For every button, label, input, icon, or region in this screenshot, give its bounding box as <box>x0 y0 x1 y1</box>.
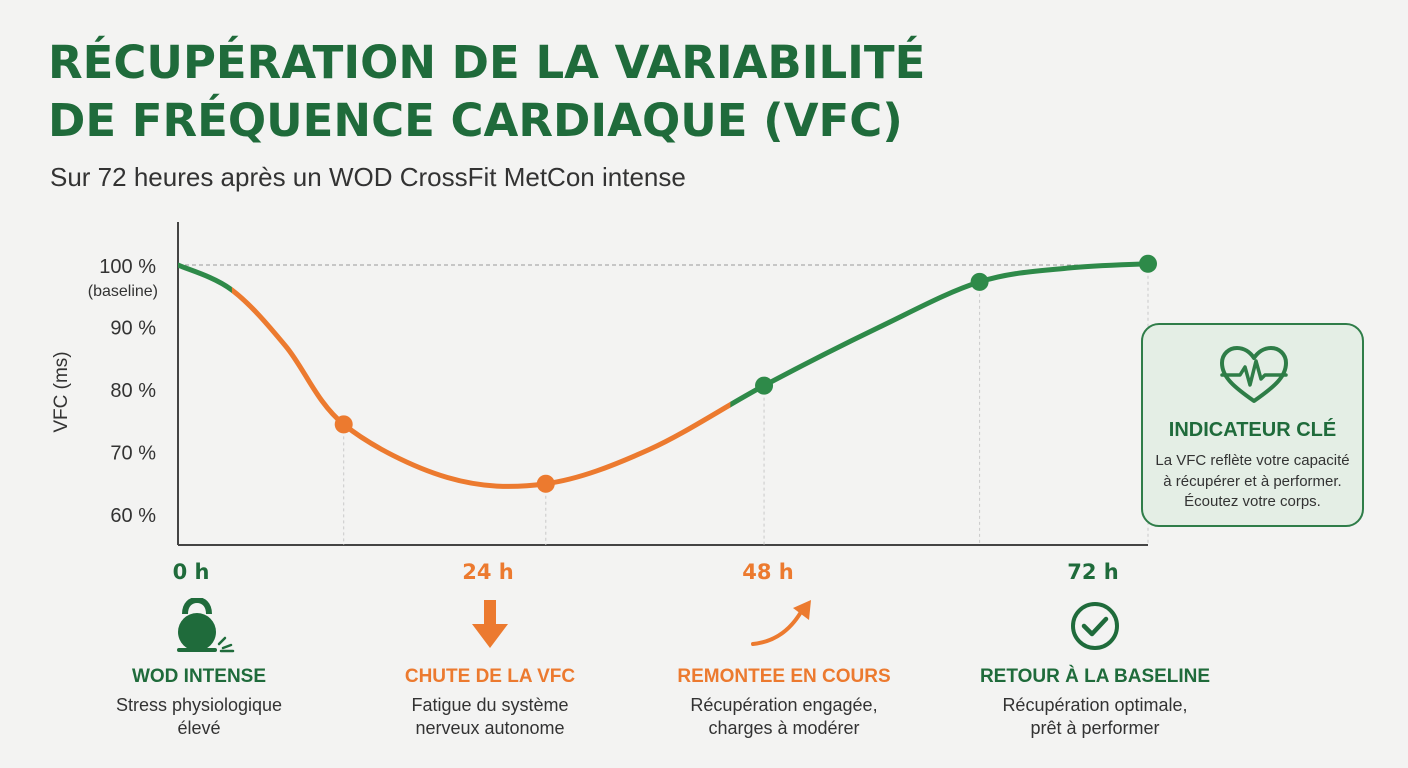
key-indicator-box: INDICATEUR CLÉ La VFC reflète votre capa… <box>1141 323 1364 527</box>
key-indicator-text: La VFC reflète votre capacité à récupére… <box>1151 451 1354 513</box>
key-indicator-title: INDICATEUR CLÉ <box>1168 419 1337 441</box>
x-tick-label: 24 h <box>462 560 514 584</box>
y-tick-label: 90 % <box>110 318 156 340</box>
page-title: RÉCUPÉRATION DE LA VARIABILITÉ DE FRÉQUE… <box>48 34 925 150</box>
x-tick-label: 48 h <box>742 560 794 584</box>
data-point <box>334 415 353 434</box>
page-subtitle: Sur 72 heures après un WOD CrossFit MetC… <box>50 162 686 192</box>
series-segment <box>730 261 1149 408</box>
chart-axes <box>177 222 1148 546</box>
chart-markers <box>334 254 1157 493</box>
title-line-2: DE FRÉQUENCE CARDIAQUE (VFC) <box>48 94 903 147</box>
chart-series-line <box>178 261 1149 489</box>
key-indicator-line: Écoutez votre corps. <box>1184 493 1321 510</box>
key-indicator-line: La VFC reflète votre capacité <box>1155 452 1350 469</box>
data-point <box>755 376 774 395</box>
data-point <box>970 272 989 291</box>
heart-pulse-icon <box>1220 346 1288 403</box>
y-tick-sublabel: (baseline) <box>88 283 158 300</box>
y-tick-label: 60 % <box>110 505 156 527</box>
data-point <box>536 474 555 493</box>
title-line-1: RÉCUPÉRATION DE LA VARIABILITÉ <box>48 36 926 89</box>
y-tick-label: 100 % <box>99 256 156 278</box>
y-tick-label: 80 % <box>110 380 156 402</box>
series-segment <box>231 286 731 489</box>
x-tick-label: 0 h <box>173 560 210 584</box>
y-axis-title: VFC (ms) <box>51 351 72 432</box>
key-indicator-line: à récupérer et à performer. <box>1163 472 1342 490</box>
series-segment <box>178 262 233 294</box>
data-point <box>1139 254 1157 273</box>
x-tick-label: 72 h <box>1067 560 1119 584</box>
y-tick-label: 70 % <box>110 443 156 465</box>
chart-tick-labels: VFC (ms) 100 % (baseline) 90 % 80 % 70 % 60 % 0… <box>51 256 1119 584</box>
